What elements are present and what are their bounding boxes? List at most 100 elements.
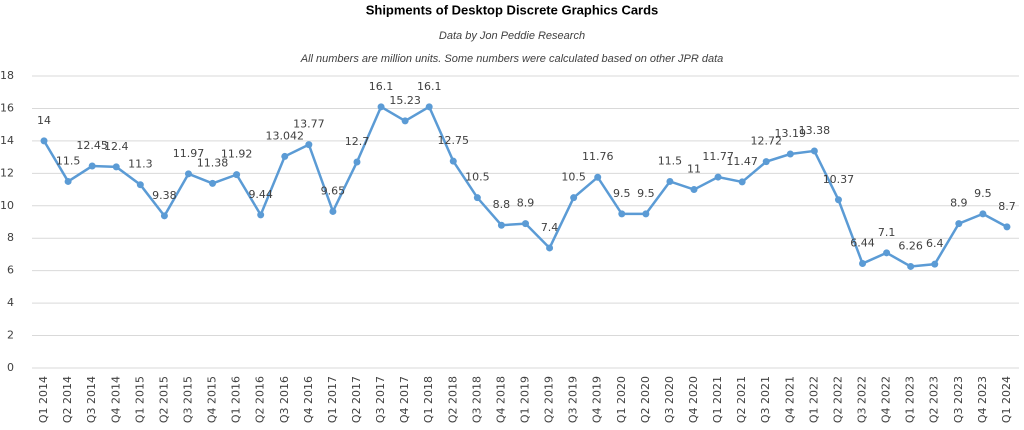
data-label: 11.3	[128, 158, 153, 171]
data-label: 6.4	[926, 237, 944, 250]
x-tick-label: Q4 2022	[880, 376, 893, 423]
data-point	[64, 177, 72, 185]
data-label: 6.26	[898, 239, 923, 252]
x-tick-label: Q4 2021	[783, 376, 796, 423]
data-point	[281, 152, 289, 160]
data-point	[834, 196, 842, 204]
x-tick-label: Q3 2017	[374, 376, 387, 423]
data-label: 8.7	[998, 200, 1016, 213]
data-label: 11.77	[702, 150, 734, 163]
x-tick-label: Q4 2016	[302, 376, 315, 423]
data-label: 9.38	[152, 189, 177, 202]
data-point	[738, 178, 746, 186]
x-tick-label: Q1 2015	[133, 376, 146, 423]
data-point	[473, 194, 481, 202]
chart-title: Shipments of Desktop Discrete Graphics C…	[366, 2, 659, 17]
data-label: 11	[687, 163, 701, 176]
x-tick-label: Q1 2017	[326, 376, 339, 423]
x-tick-label: Q1 2023	[904, 376, 917, 423]
x-tick-label: Q4 2018	[494, 376, 507, 423]
data-label: 12.4	[104, 140, 129, 153]
y-tick-label: 8	[7, 231, 14, 244]
x-tick-label: Q2 2015	[157, 376, 170, 423]
x-tick-label: Q3 2015	[181, 376, 194, 423]
y-tick-label: 0	[7, 361, 14, 374]
x-tick-label: Q4 2023	[976, 376, 989, 423]
x-tick-label: Q4 2020	[687, 376, 700, 423]
data-label: 10.37	[823, 173, 855, 186]
data-label: 13.77	[293, 118, 325, 131]
data-label: 13.19	[775, 127, 807, 140]
x-tick-label: Q4 2014	[109, 376, 122, 423]
data-label: 7.1	[878, 226, 896, 239]
x-tick-label: Q3 2016	[278, 376, 291, 423]
data-point	[642, 210, 650, 218]
data-point	[1003, 223, 1011, 231]
x-tick-label: Q1 2018	[422, 376, 435, 423]
x-tick-label: Q3 2020	[663, 376, 676, 423]
data-point	[931, 260, 939, 268]
data-point	[257, 211, 265, 219]
x-tick-label: Q4 2019	[591, 376, 604, 423]
x-tick-label: Q4 2015	[206, 376, 219, 423]
data-label: 11.5	[658, 154, 683, 167]
y-tick-label: 12	[0, 166, 14, 179]
data-label: 11.5	[56, 154, 81, 167]
data-point	[112, 163, 120, 171]
data-point	[233, 171, 241, 179]
data-point	[546, 244, 554, 252]
data-point	[353, 158, 361, 166]
x-tick-label: Q4 2017	[398, 376, 411, 423]
data-label: 11.97	[173, 147, 205, 160]
data-label: 10.5	[465, 171, 490, 184]
data-label: 16.1	[369, 80, 394, 93]
data-point	[907, 262, 915, 270]
data-label: 8.9	[517, 197, 535, 210]
y-tick-label: 16	[0, 101, 14, 114]
data-point	[209, 179, 217, 187]
data-label: 12.72	[750, 135, 782, 148]
chart-subtitle: Data by Jon Peddie Research	[439, 30, 585, 42]
y-tick-label: 10	[0, 199, 14, 212]
data-label: 9.44	[248, 188, 273, 201]
x-tick-label: Q2 2017	[350, 376, 363, 423]
data-label: 6.44	[850, 237, 875, 250]
y-tick-label: 6	[7, 264, 14, 277]
x-tick-label: Q2 2014	[61, 376, 74, 423]
data-point	[810, 147, 818, 155]
data-point	[666, 177, 674, 185]
x-tick-label: Q1 2016	[230, 376, 243, 423]
data-point	[570, 194, 578, 202]
data-label: 9.5	[637, 187, 655, 200]
data-label: 11.47	[726, 155, 758, 168]
data-label: 14	[37, 114, 51, 127]
chart-note: All numbers are million units. Some numb…	[300, 53, 724, 65]
data-point	[594, 173, 602, 181]
y-tick-label: 14	[0, 134, 14, 147]
x-tick-label: Q2 2019	[543, 376, 556, 423]
data-point	[136, 181, 144, 189]
x-tick-label: Q2 2016	[254, 376, 267, 423]
data-point	[425, 103, 433, 111]
data-label: 8.9	[950, 197, 968, 210]
data-point	[522, 220, 529, 228]
data-label: 12.7	[345, 135, 370, 148]
data-point	[786, 150, 794, 158]
data-label: 10.5	[561, 171, 586, 184]
data-point	[377, 103, 385, 111]
x-tick-label: Q3 2014	[85, 376, 98, 423]
data-label: 15.23	[389, 94, 421, 107]
data-point	[449, 157, 457, 165]
x-tick-label: Q1 2022	[807, 376, 820, 423]
data-label: 7.4	[541, 221, 559, 234]
x-tick-label: Q1 2021	[711, 376, 724, 423]
data-point	[955, 220, 963, 228]
x-tick-label: Q3 2019	[567, 376, 580, 423]
data-point	[401, 117, 409, 125]
x-tick-label: Q2 2022	[831, 376, 844, 423]
data-point	[88, 162, 96, 170]
data-point	[329, 207, 337, 215]
x-tick-label: Q2 2023	[928, 376, 941, 423]
x-tick-label: Q3 2021	[759, 376, 772, 423]
x-tick-label: Q3 2022	[856, 376, 869, 423]
